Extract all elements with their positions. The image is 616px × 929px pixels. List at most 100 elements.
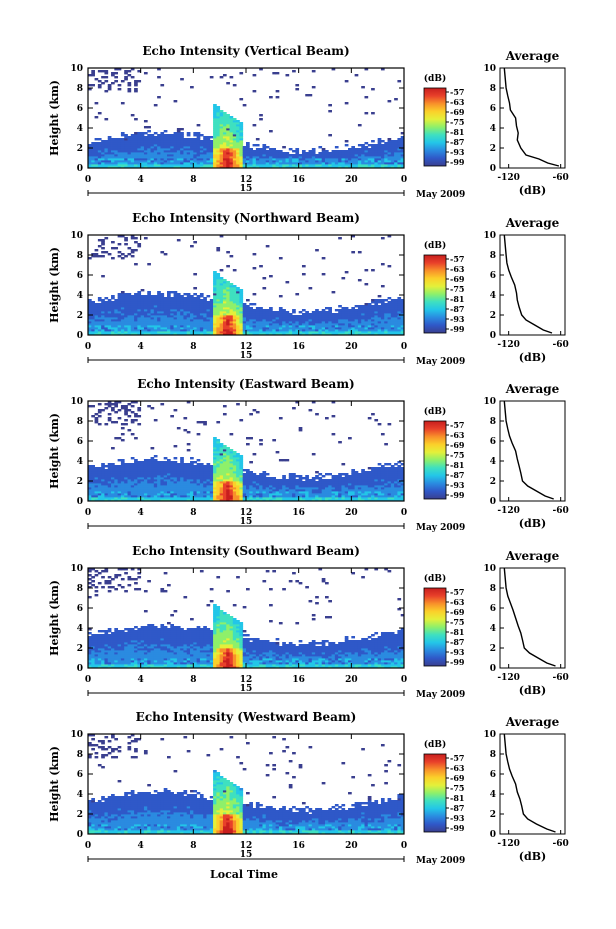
heatmap-cell — [147, 142, 151, 145]
heatmap-cell — [400, 166, 405, 169]
heatmap-cell — [219, 128, 224, 131]
heatmap-cell — [318, 323, 323, 326]
heatmap-cell — [134, 465, 138, 468]
heatmap-cell — [282, 311, 286, 314]
heatmap-cell — [229, 449, 234, 452]
heatmap-cell — [170, 315, 174, 318]
heatmap-cell — [278, 417, 283, 420]
heatmap-cell — [130, 419, 135, 422]
heatmap-cell — [114, 333, 119, 336]
heatmap-cell — [104, 311, 109, 314]
heatmap-cell — [143, 479, 148, 482]
heatmap-cell — [147, 485, 151, 488]
heatmap-cell — [140, 495, 145, 498]
heatmap-cell — [114, 144, 119, 147]
heatmap-cell — [196, 140, 201, 143]
heatmap-cell — [153, 323, 158, 326]
heatmap-cell — [104, 150, 109, 153]
heatmap-cell — [374, 311, 379, 314]
heatmap-cell — [143, 331, 148, 334]
heatmap-cell — [229, 293, 234, 296]
heatmap-cell — [114, 80, 119, 83]
heatmap-cell — [236, 144, 240, 147]
heatmap-cell — [170, 301, 174, 304]
heatmap-cell — [170, 160, 174, 163]
heatmap-cell — [334, 319, 339, 322]
heatmap-cell — [216, 471, 221, 474]
heatmap-cell — [371, 313, 375, 316]
heatmap-cell — [380, 146, 385, 149]
heatmap-cell — [236, 479, 240, 482]
y-tick-label: 0 — [77, 331, 83, 341]
colorbar-tick-label: -93 — [450, 314, 465, 324]
heatmap-cell — [104, 160, 109, 163]
heatmap-cell — [331, 158, 336, 161]
heatmap-cell — [328, 331, 332, 334]
heatmap-cell — [216, 124, 221, 127]
heatmap-cell — [111, 311, 115, 314]
heatmap-cell — [160, 489, 165, 492]
heatmap-cell — [134, 132, 138, 135]
heatmap-cell — [377, 156, 382, 159]
heatmap-cell — [143, 140, 148, 143]
heatmap-cell — [275, 327, 280, 330]
heatmap-cell — [160, 497, 165, 500]
heatmap-cell — [216, 311, 221, 314]
heatmap-cell — [236, 497, 240, 500]
heatmap-cell — [206, 160, 211, 163]
heatmap-cell — [167, 164, 171, 167]
heatmap-cell — [262, 162, 267, 165]
heatmap-cell — [124, 473, 128, 476]
heatmap-cell — [325, 313, 329, 316]
heatmap-cell — [239, 327, 244, 330]
heatmap-cell — [127, 331, 132, 334]
heatmap-cell — [219, 323, 224, 326]
heatmap-cell — [124, 243, 128, 246]
heatmap-cell — [97, 331, 102, 334]
heatmap-cell — [104, 403, 109, 406]
heatmap-cell — [196, 134, 201, 137]
heatmap-cell — [236, 455, 240, 458]
heatmap-cell — [196, 497, 201, 500]
heatmap-cell — [364, 148, 369, 151]
heatmap-cell — [134, 142, 138, 145]
heatmap-cell — [120, 257, 125, 260]
heatmap-cell — [213, 465, 217, 468]
heatmap-cell — [91, 152, 95, 155]
heatmap-cell — [272, 495, 277, 498]
heatmap-cell — [209, 491, 214, 494]
heatmap-cell — [348, 166, 352, 169]
heatmap-cell — [134, 152, 138, 155]
heatmap-cell — [186, 329, 191, 332]
heatmap-cell — [285, 329, 290, 332]
heatmap-cell — [183, 164, 188, 167]
heatmap-cell — [305, 479, 309, 482]
heatmap-cell — [331, 495, 336, 498]
heatmap-cell — [127, 497, 132, 500]
heatmap-cell — [229, 305, 234, 308]
heatmap-cell — [199, 142, 204, 145]
heatmap-cell — [232, 156, 237, 159]
heatmap-cell — [199, 317, 204, 320]
heatmap-cell — [153, 309, 158, 312]
heatmap-cell — [390, 317, 395, 320]
heatmap-cell — [190, 154, 194, 157]
heatmap-cell — [269, 489, 273, 492]
heatmap-cell — [147, 138, 151, 141]
heatmap-cell — [134, 164, 138, 167]
heatmap-cell — [111, 409, 115, 412]
heatmap-cell — [357, 313, 362, 316]
heatmap-cell — [222, 459, 227, 462]
heatmap-cell — [292, 166, 296, 169]
heatmap-cell — [120, 307, 125, 310]
heatmap-cell — [134, 413, 138, 416]
heatmap-cell — [114, 311, 119, 314]
heatmap-cell — [203, 140, 207, 143]
heatmap-cell — [107, 162, 112, 165]
heatmap-cell — [120, 313, 125, 316]
heatmap-cell — [308, 166, 313, 169]
heatmap-cell — [239, 146, 244, 149]
heatmap-cell — [301, 331, 306, 334]
heatmap-cell — [101, 275, 105, 278]
heatmap-cell — [206, 307, 211, 310]
